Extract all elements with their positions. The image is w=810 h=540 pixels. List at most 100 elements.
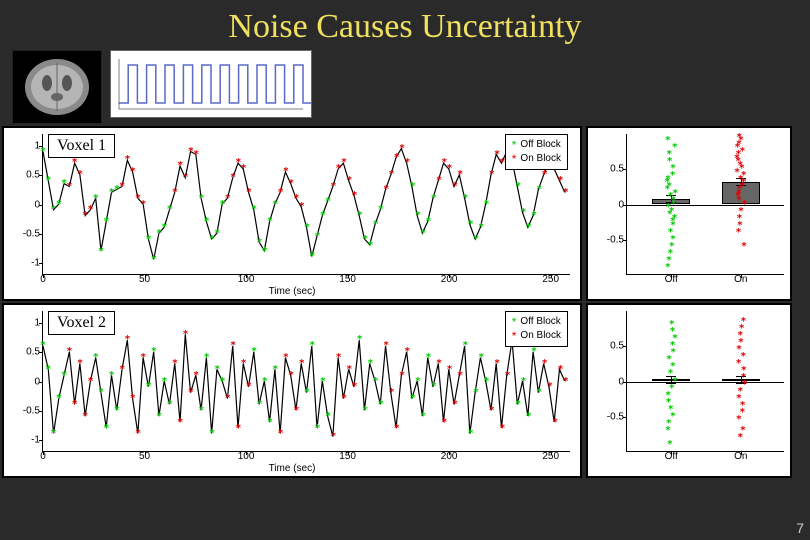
data-marker: * [330, 432, 336, 442]
data-marker: * [367, 359, 373, 369]
data-marker: * [214, 229, 220, 239]
data-marker: * [251, 347, 257, 357]
data-marker: * [505, 371, 511, 381]
data-marker: * [140, 200, 146, 210]
data-marker: * [515, 182, 521, 192]
data-marker: * [151, 347, 157, 357]
ytick-label: 0.5 [610, 341, 624, 352]
data-marker: * [156, 412, 162, 422]
data-marker: * [161, 377, 167, 387]
data-marker: * [130, 167, 136, 177]
brain-thumbnail [12, 50, 102, 124]
data-marker: * [447, 164, 453, 174]
data-marker: * [135, 429, 141, 439]
data-marker: * [373, 220, 379, 230]
data-marker: * [563, 377, 569, 387]
data-marker: * [124, 335, 130, 345]
xtick-label: 100 [238, 451, 255, 462]
data-marker: * [230, 341, 236, 351]
data-marker: * [378, 400, 384, 410]
data-marker: * [462, 194, 468, 204]
legend-off-label: Off Block [520, 138, 560, 152]
data-marker: * [225, 194, 231, 204]
data-marker: * [267, 217, 273, 227]
data-marker: * [473, 388, 479, 398]
xtick-label: 50 [139, 274, 150, 285]
data-marker: * [209, 429, 215, 439]
data-marker: * [399, 144, 405, 154]
xtick-label: 50 [139, 451, 150, 462]
data-marker: * [267, 418, 273, 428]
scatter-marker: * [736, 133, 742, 143]
data-marker: * [425, 353, 431, 363]
data-marker: * [478, 223, 484, 233]
legend-off-marker-icon: * [512, 316, 517, 328]
xtick-label: 100 [238, 274, 255, 285]
data-marker: * [304, 388, 310, 398]
ytick-label: 0 [618, 376, 624, 387]
data-marker: * [288, 179, 294, 189]
data-marker: * [161, 223, 167, 233]
data-marker: * [114, 406, 120, 416]
data-marker: * [51, 429, 57, 439]
data-marker: * [394, 424, 400, 434]
data-marker: * [547, 382, 553, 392]
data-marker: * [177, 161, 183, 171]
scatter-marker: * [672, 189, 678, 199]
data-marker: * [66, 182, 72, 192]
data-marker: * [320, 377, 326, 387]
data-marker: * [536, 388, 542, 398]
data-marker: * [93, 353, 99, 363]
data-marker: * [204, 217, 210, 227]
data-marker: * [246, 382, 252, 392]
data-marker: * [283, 167, 289, 177]
data-marker: * [146, 235, 152, 245]
brain-icon [13, 51, 101, 123]
scatter-marker: * [740, 317, 746, 327]
data-marker: * [241, 359, 247, 369]
data-marker: * [40, 341, 46, 351]
data-marker: * [309, 341, 315, 351]
data-marker: * [394, 153, 400, 163]
data-marker: * [241, 164, 247, 174]
page-number: 7 [796, 520, 804, 536]
data-marker: * [415, 211, 421, 221]
ytick-label: -0.5 [607, 234, 624, 245]
data-marker: * [98, 247, 104, 257]
data-marker: * [378, 205, 384, 215]
data-marker: * [357, 335, 363, 345]
data-marker: * [315, 424, 321, 434]
data-marker: * [151, 255, 157, 265]
data-marker: * [93, 194, 99, 204]
ytick-label: -0.5 [23, 228, 40, 239]
data-marker: * [198, 194, 204, 204]
data-marker: * [193, 371, 199, 381]
ytick-label: -0.5 [607, 411, 624, 422]
data-marker: * [373, 377, 379, 387]
data-marker: * [452, 400, 458, 410]
data-marker: * [235, 424, 241, 434]
data-marker: * [457, 371, 463, 381]
data-marker: * [320, 211, 326, 221]
xtick-label: 250 [542, 274, 559, 285]
data-marker: * [383, 341, 389, 351]
legend-on-marker-icon: * [512, 330, 517, 342]
data-marker: * [325, 197, 331, 207]
data-marker: * [288, 371, 294, 381]
data-marker: * [526, 412, 532, 422]
data-marker: * [256, 400, 262, 410]
data-marker: * [56, 394, 62, 404]
data-marker: * [172, 188, 178, 198]
data-marker: * [140, 353, 146, 363]
ytick-label: -1 [31, 258, 40, 269]
data-marker: * [336, 353, 342, 363]
data-marker: * [45, 176, 51, 186]
data-marker: * [82, 412, 88, 422]
xtick-label: 150 [339, 274, 356, 285]
data-marker: * [77, 170, 83, 180]
voxel1-row: Voxel 1 *Off Block *On Block -1-0.500.51… [0, 124, 810, 301]
data-marker: * [315, 232, 321, 242]
data-marker: * [542, 359, 548, 369]
data-marker: * [66, 347, 72, 357]
data-marker: * [404, 347, 410, 357]
